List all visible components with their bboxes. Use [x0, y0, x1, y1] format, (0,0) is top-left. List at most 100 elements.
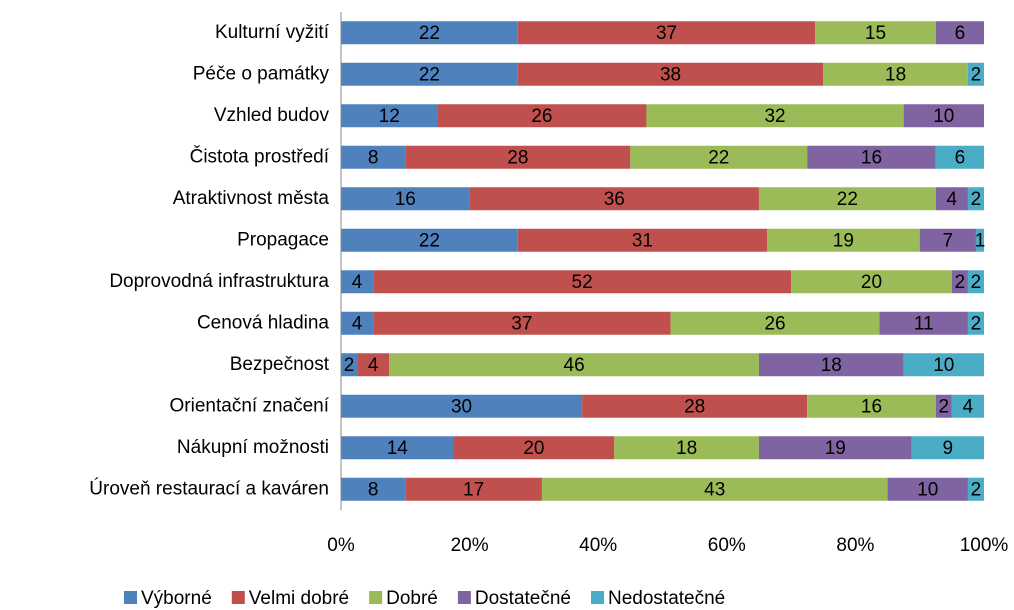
- bar-segment: [967, 62, 984, 86]
- bar-segment: [630, 145, 808, 169]
- bar-segment: [815, 21, 936, 45]
- data-label: 38: [660, 64, 681, 85]
- data-label: 2: [939, 396, 950, 417]
- data-label: 52: [572, 272, 593, 293]
- bar-segment: [903, 353, 984, 377]
- bar-segment: [807, 394, 936, 418]
- data-label: 12: [379, 106, 400, 127]
- bar-segment: [951, 270, 968, 294]
- bar-segment: [437, 104, 647, 128]
- data-label: 7: [943, 230, 954, 251]
- y-tick-label: Čistota prostředí: [190, 145, 330, 167]
- data-label: 2: [971, 272, 982, 293]
- bar-segment: [357, 353, 390, 377]
- data-label: 20: [523, 438, 544, 459]
- bar-segment: [341, 353, 358, 377]
- data-label: 18: [676, 438, 697, 459]
- bar-segment: [373, 270, 792, 294]
- bar-segment: [341, 311, 374, 335]
- bar-segment: [517, 62, 824, 86]
- bar-segment: [614, 436, 759, 460]
- data-label: 26: [531, 106, 552, 127]
- bar-segment: [919, 228, 976, 252]
- bar-segment: [341, 477, 406, 501]
- x-tick-label: 100%: [960, 535, 1009, 556]
- y-tick-label: Doprovodná infrastruktura: [109, 271, 329, 292]
- data-label: 18: [821, 355, 842, 376]
- data-label: 36: [604, 189, 625, 210]
- legend-swatch: [369, 591, 383, 604]
- data-label: 18: [885, 64, 906, 85]
- data-label: 19: [825, 438, 846, 459]
- bar-segment: [758, 353, 904, 377]
- data-label: 2: [955, 272, 966, 293]
- legend-swatch: [457, 591, 471, 604]
- y-tick-label: Cenová hladina: [197, 312, 329, 333]
- data-label: 16: [861, 147, 882, 168]
- y-tick-label: Bezpečnost: [230, 354, 330, 375]
- data-label: 9: [943, 438, 954, 459]
- x-tick-label: 80%: [836, 535, 874, 556]
- data-label: 1: [975, 230, 986, 251]
- bar-segment: [469, 187, 759, 211]
- data-label: 30: [451, 396, 472, 417]
- data-label: 2: [344, 355, 355, 376]
- legend-label: Nedostatečné: [608, 588, 725, 609]
- bar-segment: [935, 394, 952, 418]
- y-tick-label: Atraktivnost města: [173, 188, 330, 209]
- bar-segment: [646, 104, 904, 128]
- bar-segment: [879, 311, 968, 335]
- data-label: 22: [419, 23, 440, 44]
- bar-segment: [405, 477, 542, 501]
- legend-swatch: [124, 591, 137, 604]
- data-label: 31: [632, 230, 653, 251]
- y-tick-label: Kulturní vyžití: [215, 22, 330, 43]
- bar-segment: [967, 187, 984, 211]
- data-label: 28: [507, 147, 528, 168]
- bar-segment: [935, 21, 984, 45]
- bar-segment: [373, 311, 671, 335]
- bar-segment: [911, 436, 984, 460]
- data-label: 8: [368, 147, 379, 168]
- data-label: 4: [352, 313, 363, 334]
- y-tick-label: Propagace: [237, 229, 329, 250]
- data-label: 20: [861, 272, 882, 293]
- data-label: 2: [971, 313, 982, 334]
- data-label: 2: [971, 64, 982, 85]
- bar-segment: [887, 477, 968, 501]
- y-tick-label: Orientační značení: [170, 395, 330, 416]
- bar-segment: [758, 436, 912, 460]
- data-label: 22: [419, 64, 440, 85]
- data-label: 37: [511, 313, 532, 334]
- data-label: 22: [837, 189, 858, 210]
- x-tick-label: 20%: [451, 535, 489, 556]
- legend-label: Dobré: [386, 588, 438, 609]
- bar-segment: [341, 270, 374, 294]
- data-label: 15: [865, 23, 886, 44]
- bar-segment: [935, 187, 968, 211]
- x-tick-label: 0%: [327, 535, 355, 556]
- data-label: 16: [861, 396, 882, 417]
- data-label: 22: [708, 147, 729, 168]
- data-label: 11: [914, 313, 934, 334]
- bar-segment: [582, 394, 808, 418]
- data-label: 6: [955, 147, 966, 168]
- legend-swatch: [591, 591, 604, 604]
- x-tick-label: 60%: [708, 535, 746, 556]
- data-label: 10: [933, 355, 954, 376]
- data-label: 4: [963, 396, 974, 417]
- bar-segment: [517, 228, 767, 252]
- bar-segment: [341, 394, 583, 418]
- data-label: 4: [947, 189, 958, 210]
- bar-segment: [341, 436, 454, 460]
- data-label: 37: [656, 23, 677, 44]
- bar-segment: [807, 145, 936, 169]
- bar-segment: [341, 145, 406, 169]
- bar-segment: [967, 311, 984, 335]
- bar-segment: [951, 394, 984, 418]
- legend-label: Výborné: [141, 588, 212, 609]
- bar-segment: [791, 270, 952, 294]
- bar-segment: [967, 270, 984, 294]
- bar-segment: [453, 436, 615, 460]
- data-label: 14: [387, 438, 409, 459]
